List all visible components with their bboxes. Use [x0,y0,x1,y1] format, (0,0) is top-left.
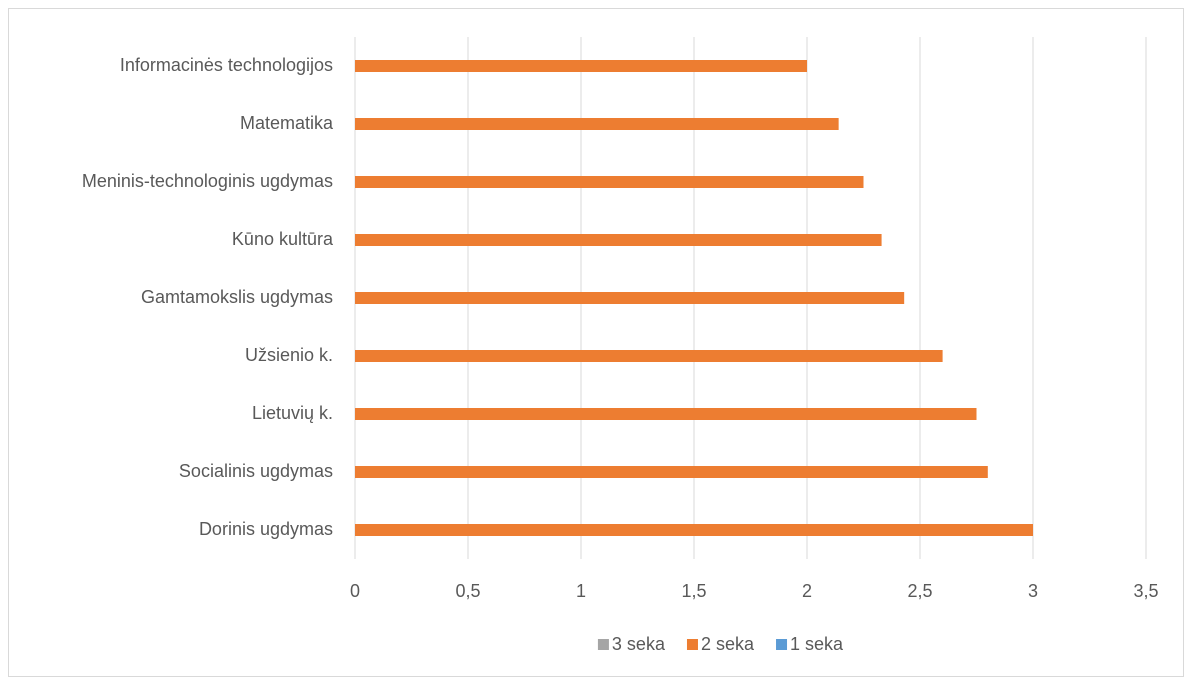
x-tick-label: 1,5 [681,581,706,601]
x-tick-label: 1 [576,581,586,601]
y-tick-label: Socialinis ugdymas [179,461,333,481]
bar [355,176,864,188]
bar [355,408,977,420]
y-tick-label: Dorinis ugdymas [199,519,333,539]
x-tick-label: 2 [802,581,812,601]
chart-border [8,8,1184,677]
bar [355,524,1033,536]
y-tick-label: Meninis-technologinis ugdymas [82,171,333,191]
legend-label: 2 seka [701,634,755,654]
x-tick-label: 0 [350,581,360,601]
legend-swatch [686,639,698,650]
y-tick-label: Kūno kultūra [232,229,334,249]
bar [355,118,839,130]
bar [355,60,807,72]
x-tick-label: 3,5 [1133,581,1158,601]
bar [355,466,988,478]
y-tick-label: Gamtamokslis ugdymas [141,287,333,307]
legend-swatch [597,639,609,650]
x-tick-label: 3 [1028,581,1038,601]
y-tick-label: Informacinės technologijos [120,55,333,75]
x-tick-label: 2,5 [907,581,932,601]
bar [355,292,905,304]
x-tick-label: 0,5 [455,581,480,601]
legend-swatch [776,639,788,650]
y-tick-label: Užsienio k. [245,345,333,365]
legend-label: 3 seka [612,634,666,654]
bar [355,350,943,362]
y-tick-label: Lietuvių k. [252,403,333,423]
bar [355,234,882,246]
y-tick-label: Matematika [240,113,334,133]
legend-label: 1 seka [790,634,844,654]
